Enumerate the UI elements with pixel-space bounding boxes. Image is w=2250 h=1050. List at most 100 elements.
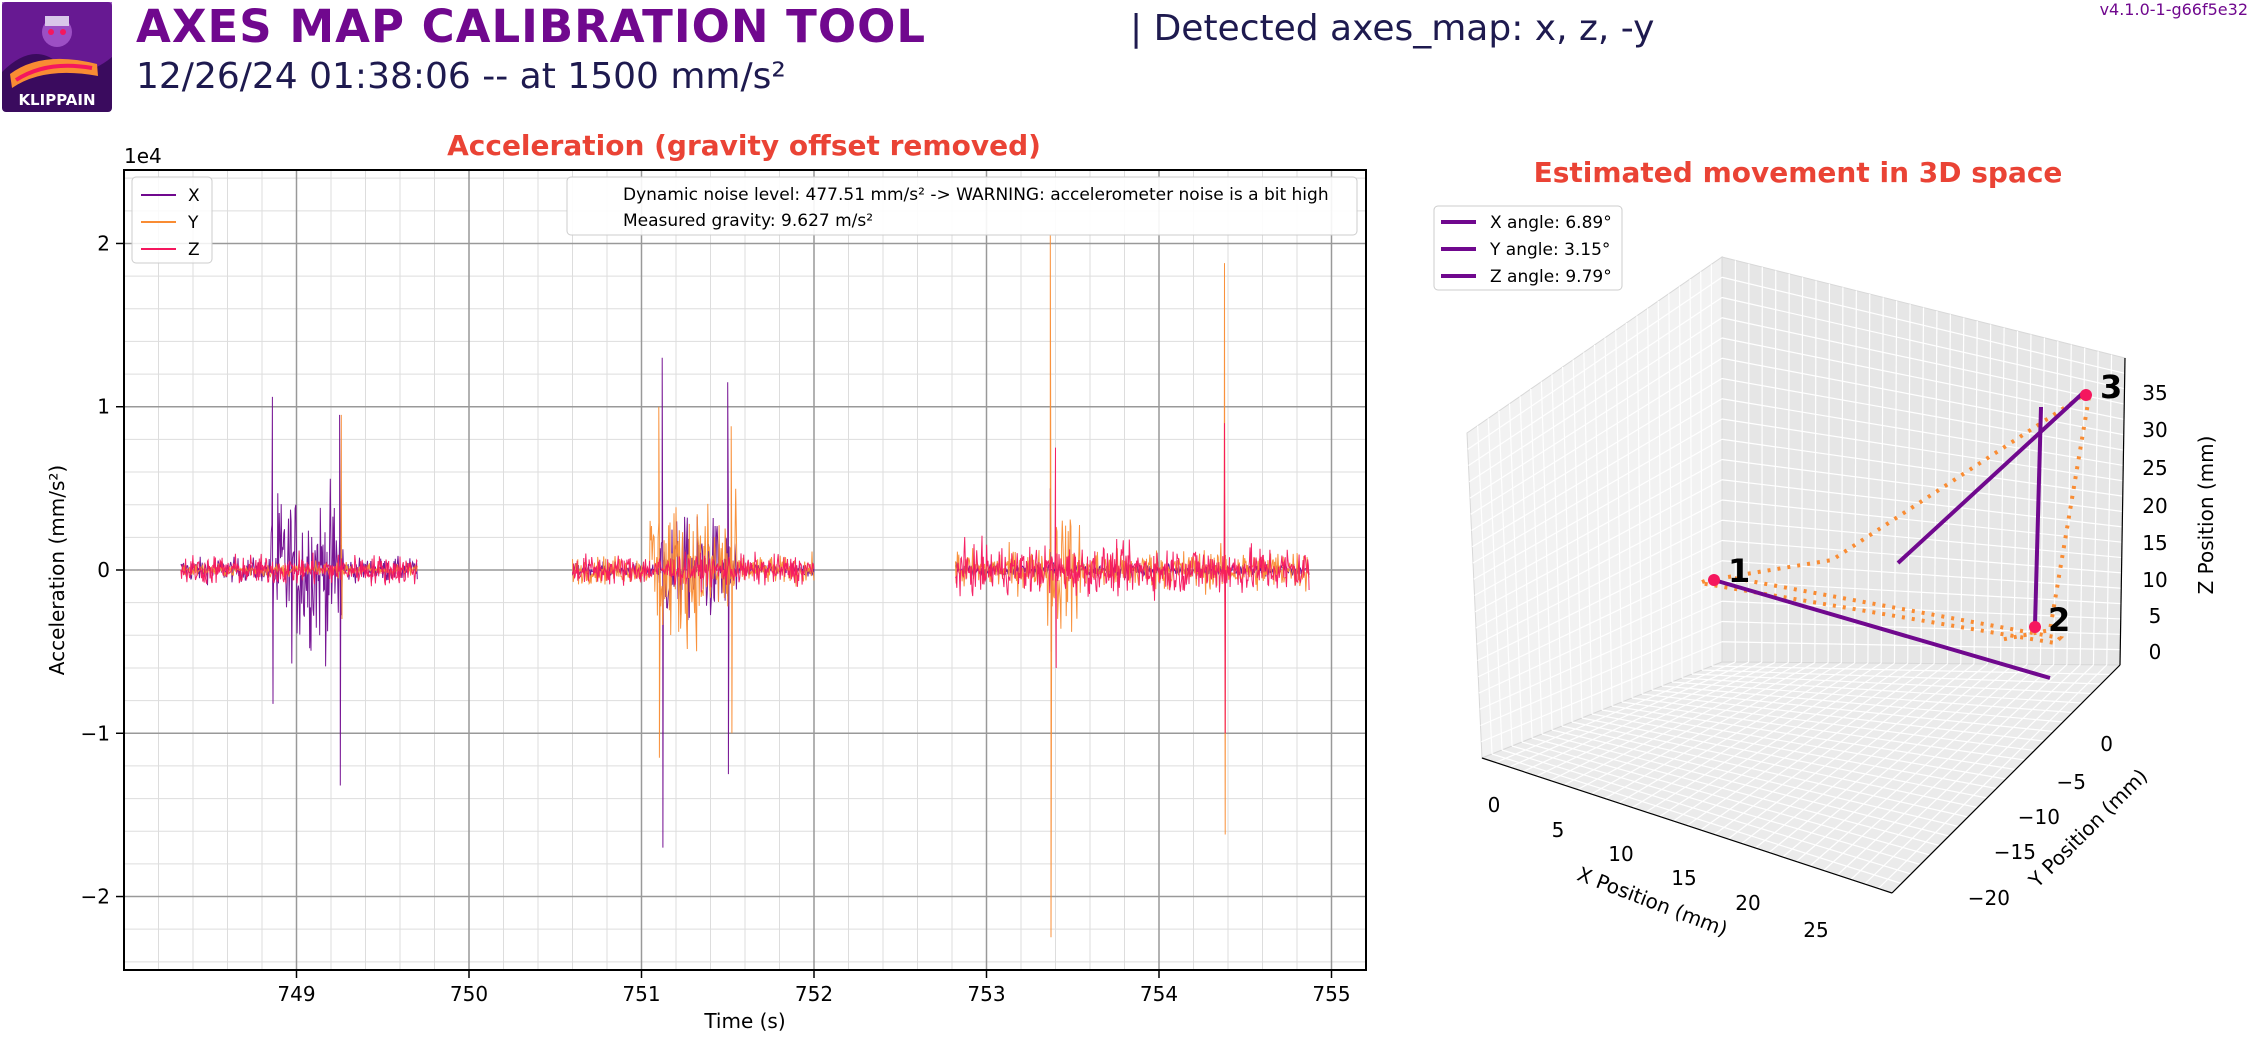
point-1-marker	[1708, 574, 1720, 586]
x-tick-label-3d: 10	[1608, 842, 1633, 866]
point-3-marker	[2080, 389, 2092, 401]
x-tick-label-3d: 5	[1552, 818, 1565, 842]
grid-line-3d	[1721, 580, 2122, 605]
gravity-annotation: Measured gravity: 9.627 m/s²	[623, 211, 873, 231]
grid-line-3d	[1571, 721, 1978, 809]
axis-ticks: 749 750 751 752 753 754 755 −2 −1 0 1 2	[81, 231, 1351, 1006]
grid-line-3d	[1721, 276, 2125, 374]
y-offset-label: 1e4	[124, 144, 162, 168]
y-tick-label: 2	[97, 231, 110, 255]
y-tick-label: −2	[81, 885, 110, 909]
series-z	[180, 423, 1310, 734]
annotation-frame	[566, 176, 1358, 236]
grid-line-3d	[1721, 458, 2123, 513]
grid-line-3d	[1721, 418, 2124, 482]
grid-line-3d	[1701, 669, 2102, 685]
legend-label: Z	[188, 240, 200, 260]
grid-line-3d	[1721, 357, 2124, 436]
x-axis-vector	[1713, 578, 2051, 680]
grid-line-3d	[1721, 296, 2125, 390]
grid-line-3d	[1621, 701, 2026, 761]
grid-line-3d	[1721, 398, 2124, 467]
series-trace-z	[955, 423, 1310, 734]
grid-line-3d	[1721, 499, 2123, 543]
klippain-logo: KLIPPAIN	[2, 2, 112, 112]
legend: XYZ	[131, 176, 213, 264]
page-title: AXES MAP CALIBRATION TOOL	[136, 0, 927, 53]
grid-line-3d	[1474, 458, 1723, 597]
grid-line-3d	[1477, 560, 1723, 678]
z-tick-label-3d: 15	[2142, 531, 2167, 555]
grid-line-3d	[1468, 296, 1723, 467]
x-tick-label-3d: 25	[1803, 918, 1828, 942]
grid-line-3d	[1721, 377, 2124, 451]
x-axis-line-3d	[1481, 757, 1893, 894]
z-axis-line-3d	[2119, 357, 2126, 666]
noise-level-annotation: Dynamic noise level: 477.51 mm/s² -> WAR…	[623, 185, 1329, 205]
x-axis-label-3d: X Position (mm)	[1574, 862, 1731, 941]
grid-line-3d	[1561, 725, 1969, 818]
grid-line-3d	[1721, 641, 2121, 651]
grid-line-3d	[1478, 580, 1723, 694]
grid-line-3d	[1721, 337, 2125, 420]
legend-3d: X angle: 6.89° Y angle: 3.15° Z angle: 9.7…	[1433, 205, 1623, 291]
z-tick-label-3d: 0	[2149, 640, 2162, 664]
grid-line-3d	[1541, 733, 1950, 837]
grid-line-3d	[1467, 276, 1723, 450]
grid-line-3d	[1641, 693, 2045, 742]
y-axis-vector	[2033, 406, 2043, 626]
grid-line-3d	[1471, 377, 1723, 532]
y-tick-label: −1	[81, 721, 110, 745]
y-axis-line-3d	[1891, 664, 2121, 894]
x-tick-label: 755	[1312, 982, 1350, 1006]
y-tick-label-3d: −10	[2018, 805, 2060, 829]
x-tick-label-3d: 0	[1488, 793, 1501, 817]
x-axis-label: Time (s)	[703, 1009, 785, 1033]
grid-line-3d	[1591, 713, 1997, 790]
grid-line-3d	[1468, 317, 1723, 483]
grid-line-3d	[1721, 620, 2121, 635]
legend-3d-box	[1433, 205, 1623, 291]
grid-line-3d	[1469, 337, 1723, 499]
figure-canvas: Acceleration (gravity offset removed) 74…	[45, 129, 2218, 1033]
z-axis-vector	[1896, 391, 2085, 565]
grid-line-3d	[1611, 705, 2016, 771]
grid-line-3d	[1474, 479, 1723, 613]
x-tick-label: 750	[450, 982, 488, 1006]
grid-line-3d	[1551, 729, 1959, 828]
annotation-box: Dynamic noise level: 477.51 mm/s² -> WAR…	[566, 176, 1358, 236]
grid-line-3d	[1473, 438, 1723, 580]
grid-line-3d	[1491, 753, 1902, 885]
z-tick-label-3d: 30	[2142, 418, 2167, 442]
legend-3d-label: Z angle: 9.79°	[1490, 267, 1612, 287]
grid-line-3d	[1601, 709, 2007, 780]
grid-line-3d	[1477, 539, 1723, 662]
point-3-label: 3	[2100, 368, 2122, 406]
y-axis-label: Acceleration (mm/s²)	[45, 465, 69, 675]
grid-line-3d	[1651, 689, 2054, 733]
3d-axis-ticks: 0 5 10 15 20 25 0 −5 −10 −15 −20 0 5 10 15 20 25 30 35	[1481, 357, 2168, 942]
grid-line-3d	[1531, 737, 1940, 847]
x-tick-label-3d: 20	[1735, 891, 1760, 915]
header: KLIPPAIN AXES MAP CALIBRATION TOOL 12/26…	[0, 0, 2250, 115]
grid-line-3d	[1480, 620, 1723, 727]
legend-label: Y	[187, 213, 199, 233]
grid-line-3d	[1631, 697, 2035, 752]
grid-line-3d	[1521, 741, 1931, 856]
grid-line-3d	[1471, 398, 1723, 548]
z-tick-label-3d: 20	[2142, 494, 2167, 518]
x-tick-label: 751	[622, 982, 660, 1006]
acceleration-chart: Acceleration (gravity offset removed) 74…	[45, 129, 1367, 1033]
z-tick-label-3d: 10	[2142, 568, 2167, 592]
y-tick-label-3d: 0	[2100, 732, 2113, 756]
z-tick-label-3d: 25	[2142, 456, 2167, 480]
grid-line-3d	[1681, 677, 2083, 704]
y-tick-label-3d: −15	[1994, 840, 2036, 864]
series-trace-x	[180, 396, 418, 786]
svg-text:KLIPPAIN: KLIPPAIN	[18, 91, 95, 109]
legend-label: X	[188, 186, 200, 206]
movement-3d-chart: Estimated movement in 3D space 051015202…	[1433, 156, 2218, 942]
legend-3d-label: Y angle: 3.15°	[1489, 240, 1610, 260]
grid-line-3d	[1476, 519, 1723, 645]
legend-box	[131, 176, 213, 264]
